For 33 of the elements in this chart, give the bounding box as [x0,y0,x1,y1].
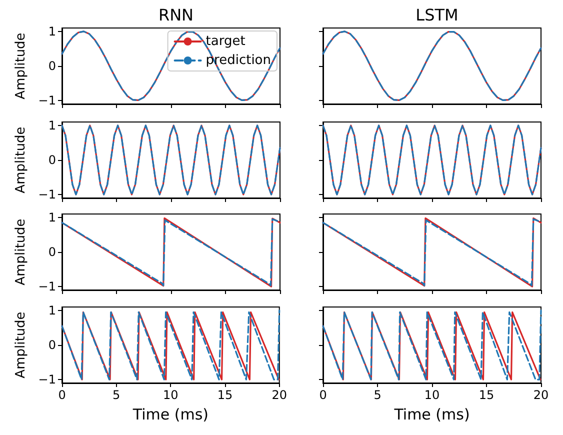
x-tick-label: 5 [112,388,120,402]
y-tick-label: −1 [38,372,56,387]
chart-title: RNN [158,6,194,24]
line-series [61,30,281,101]
y-tick-label: 1 [48,303,56,318]
y-tick-label: 0 [48,338,56,352]
x-tick-label: 10 [163,388,178,402]
y-tick-label: 0 [48,153,56,167]
x-tick-label: 0 [58,388,66,402]
y-tick-label: 1 [48,210,56,224]
y-tick-label: 0 [48,245,56,259]
y-tick-label: −1 [38,94,56,108]
y-axis-title: Amplitude [13,218,28,286]
x-tick-label: 15 [478,388,494,402]
y-tick-label: −1 [38,188,56,202]
y-axis-title: Amplitude [13,32,28,100]
line-series [61,124,281,196]
y-tick-label: 1 [48,118,56,132]
chart-title: LSTM [416,6,458,24]
y-axis-title: Amplitude [13,312,28,378]
y-tick-label: −1 [38,280,56,294]
y-tick-label: 0 [48,59,56,73]
x-tick-label: 5 [374,388,382,402]
y-tick-label: 1 [48,24,56,38]
x-tick-label: 20 [533,388,549,402]
x-axis-title: Time (ms) [393,406,470,424]
x-tick-label: 0 [319,388,327,402]
x-tick-label: 20 [272,388,288,402]
x-axis-title: Time (ms) [132,406,208,424]
x-tick-label: 15 [217,388,233,402]
y-axis-title: Amplitude [13,126,28,194]
x-tick-label: 10 [424,388,440,402]
legend-label: target [206,34,246,49]
